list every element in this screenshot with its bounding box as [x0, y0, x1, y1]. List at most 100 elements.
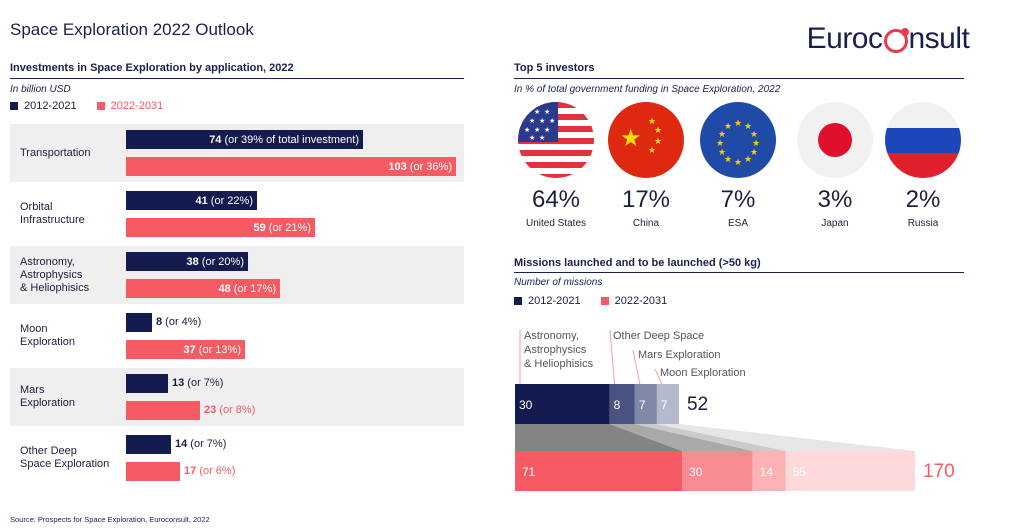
missions-bar-2022-2031 — [785, 451, 915, 491]
bar-value-label: 14 (or 7%) — [175, 438, 227, 450]
missions-connector — [634, 424, 786, 451]
bar-value-label: 17 (or 6%) — [184, 465, 236, 477]
svg-text:★: ★ — [744, 122, 752, 132]
legend-swatch-2022 — [96, 102, 105, 110]
missions-bar-2012-2021 — [609, 384, 635, 424]
bar-2012-2021: 38 (or 20%) — [126, 252, 248, 271]
category-label: Transportation — [20, 146, 91, 159]
svg-text:★: ★ — [654, 137, 662, 147]
missions-heading: Missions launched and to be launched (>5… — [514, 257, 761, 269]
bar-2012-2021 — [126, 435, 171, 454]
missions-label-mars: Mars Exploration — [638, 349, 721, 361]
svg-text:★: ★ — [752, 139, 760, 149]
missions-value-2022-2031: 30 — [689, 465, 703, 479]
bar-2022-2031 — [126, 462, 180, 481]
svg-text:★: ★ — [744, 155, 752, 165]
investors-rule — [514, 78, 964, 79]
missions-unit: Number of missions — [514, 277, 603, 288]
missions-legend: 2012-2021 2022-2031 — [514, 295, 667, 307]
investments-unit: In billion USD — [10, 84, 71, 95]
bar-2022-2031 — [126, 401, 200, 420]
missions-value-2012-2021: 7 — [661, 398, 668, 412]
bar-value-label: 59 (or 21%) — [253, 221, 312, 234]
investor-name-esa: ESA — [727, 218, 748, 229]
svg-text:★: ★ — [534, 108, 540, 116]
missions-rule — [514, 272, 964, 273]
missions-value-2022-2031: 14 — [760, 465, 774, 479]
japan-flag-icon — [797, 102, 873, 178]
svg-text:★: ★ — [648, 117, 656, 127]
investments-legend: 2012-2021 2022-2031 — [10, 100, 163, 112]
missions-bar-2012-2021 — [656, 384, 679, 424]
bar-value-label: 103 (or 36%) — [388, 160, 452, 173]
investor-name-china: China — [632, 218, 660, 229]
svg-text:★: ★ — [750, 130, 758, 140]
missions-value-2012-2021: 8 — [614, 398, 621, 412]
missions-label-deep-space: Other Deep Space — [613, 330, 705, 342]
bar-value-label: 74 (or 39% of total investment) — [209, 133, 359, 146]
investments-rule — [10, 78, 464, 79]
bar-2012-2021: 74 (or 39% of total investment) — [126, 130, 363, 149]
category-row-bg — [10, 368, 464, 426]
bar-value-label: 41 (or 22%) — [195, 194, 254, 207]
svg-text:★: ★ — [620, 124, 642, 152]
missions-connector — [609, 424, 753, 451]
svg-text:★: ★ — [534, 126, 540, 134]
source-note: Source: Prospects for Space Exploration,… — [10, 515, 210, 524]
bar-value-label: 37 (or 13%) — [183, 343, 242, 356]
bar-2022-2031: 48 (or 17%) — [126, 279, 280, 298]
missions-label-astro-line1: Astronomy, — [524, 330, 579, 342]
svg-text:★: ★ — [529, 134, 535, 142]
missions-bar-2012-2021 — [634, 384, 657, 424]
missions-legend-label-2012: 2012-2021 — [528, 295, 581, 307]
svg-text:★: ★ — [539, 117, 545, 125]
legend-label-2022: 2022-2031 — [110, 100, 164, 112]
svg-text:★: ★ — [718, 130, 726, 140]
missions-legend-label-2022: 2022-2031 — [614, 295, 668, 307]
svg-text:★: ★ — [549, 117, 555, 125]
investments-heading: Investments in Space Exploration by appl… — [10, 62, 294, 74]
investors-unit: In % of total government funding in Spac… — [514, 84, 781, 95]
missions-bar-2022-2031 — [515, 451, 683, 491]
category-label: Orbital Infrastructure — [20, 201, 85, 226]
svg-text:★: ★ — [724, 122, 732, 132]
missions-value-2022-2031: 71 — [522, 465, 536, 479]
missions-legend-swatch-2012 — [514, 297, 522, 305]
investor-name-us: United States — [525, 218, 587, 229]
svg-text:★: ★ — [734, 158, 742, 168]
missions-leader-line — [654, 368, 663, 385]
investor-pct-us: 64% — [531, 186, 581, 213]
svg-text:★: ★ — [539, 134, 545, 142]
us-flag-icon: ★ ★ ★ ★ ★ ★ ★ ★ ★ ★ ★ — [518, 102, 594, 178]
logo-o-icon — [883, 28, 909, 53]
svg-text:★: ★ — [524, 126, 530, 134]
svg-text:★: ★ — [718, 148, 726, 158]
missions-bar-2022-2031 — [682, 451, 753, 491]
missions-connector — [515, 424, 683, 451]
missions-connector — [656, 424, 915, 451]
svg-text:★: ★ — [544, 108, 550, 116]
investor-name-japan: Japan — [821, 218, 849, 229]
category-label: Moon Exploration — [20, 323, 76, 348]
investor-pct-china: 17% — [621, 186, 671, 213]
legend-swatch-2012 — [10, 102, 18, 110]
bar-2022-2031: 103 (or 36%) — [126, 157, 456, 176]
missions-legend-swatch-2022 — [600, 297, 609, 305]
svg-text:★: ★ — [544, 126, 550, 134]
page-title: Space Exploration 2022 Outlook — [10, 20, 254, 39]
missions-leader-line — [609, 329, 616, 385]
bar-2012-2021: 41 (or 22%) — [126, 191, 257, 210]
missions-bar-2012-2021 — [515, 384, 610, 424]
china-flag-icon: ★ ★ ★ ★ ★ — [608, 102, 684, 178]
missions-label-astro-line3: & Heliophisics — [524, 358, 594, 370]
svg-text:★: ★ — [734, 119, 742, 129]
missions-label-astro: Astronomy, Astrophysics & Heliophisics — [524, 329, 593, 371]
svg-text:★: ★ — [529, 117, 535, 125]
logo-text-end: nsult — [908, 22, 970, 55]
eu-flag-icon: ★ ★ ★ ★ ★ ★ ★ ★ ★ ★ ★ ★ — [700, 102, 776, 178]
bar-value-label: 48 (or 17%) — [218, 282, 277, 295]
missions-value-2012-2021: 30 — [519, 398, 533, 412]
svg-text:★: ★ — [724, 155, 732, 165]
bar-value-label: 8 (or 4%) — [156, 316, 202, 328]
